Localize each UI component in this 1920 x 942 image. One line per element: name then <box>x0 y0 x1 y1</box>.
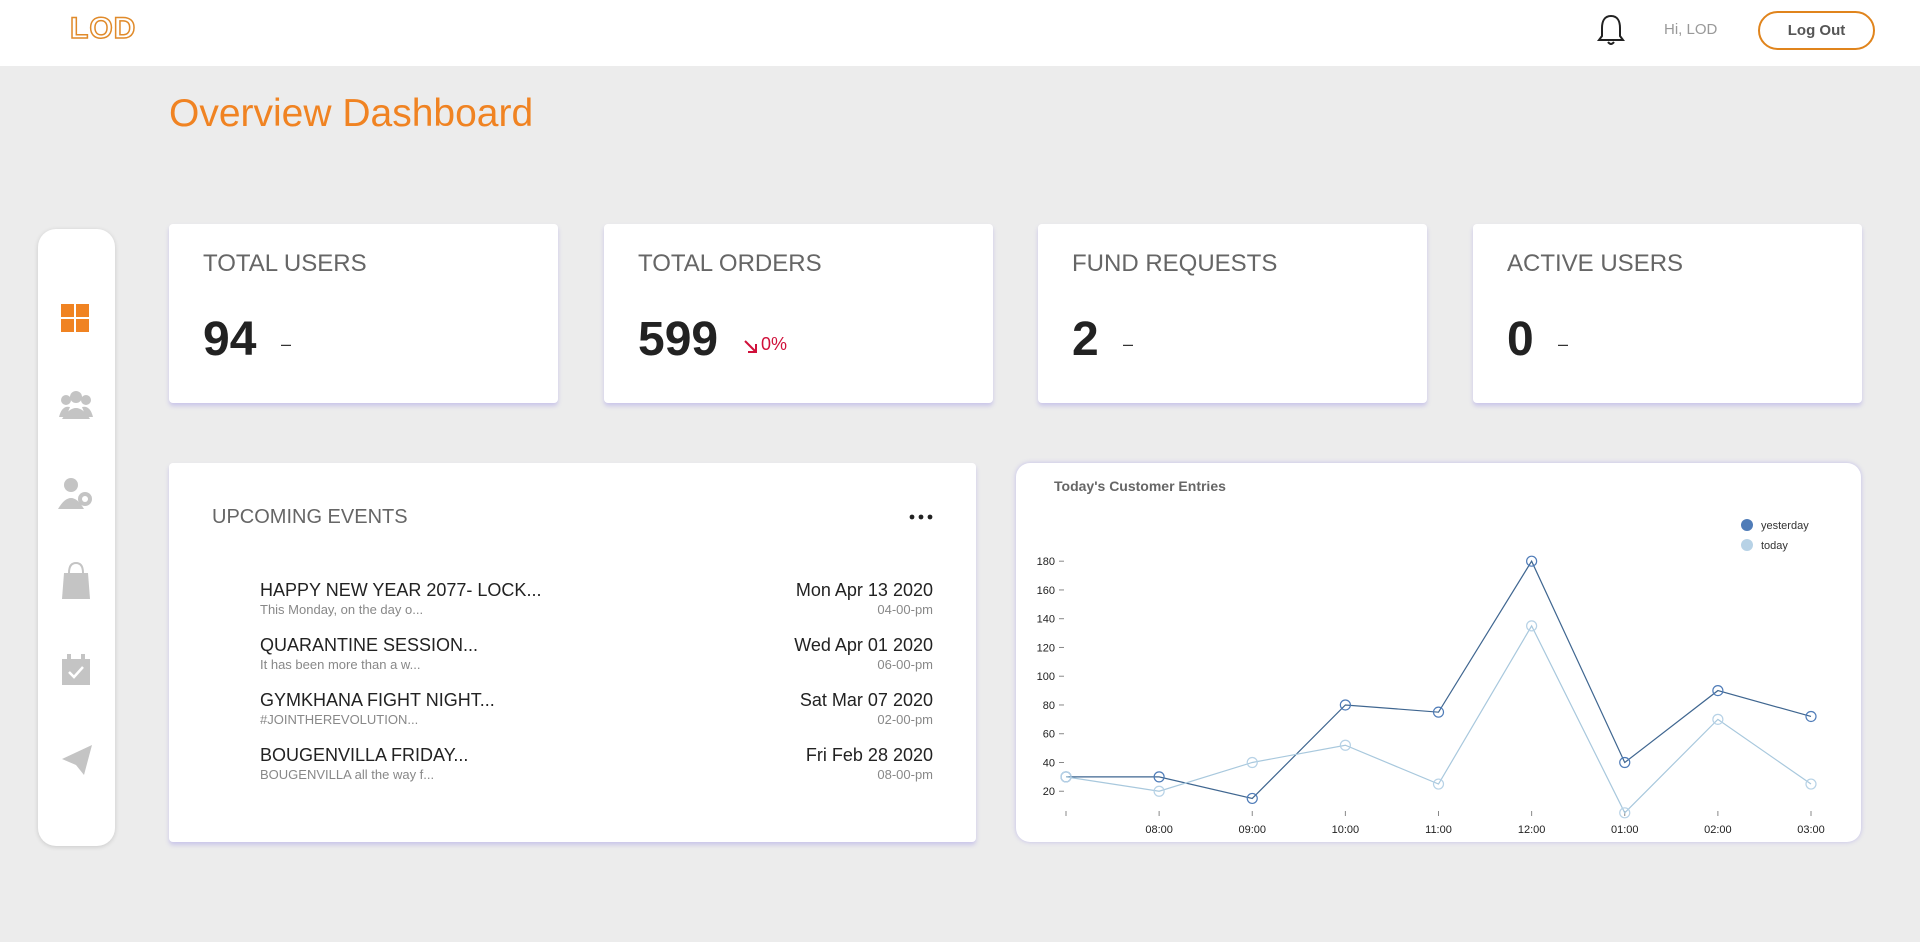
x-tick-label: 01:00 <box>1611 824 1639 836</box>
y-tick-label: 160 <box>1037 585 1055 597</box>
header: LOD Hi, LOD Log Out <box>0 0 1920 66</box>
y-tick-label: 180 <box>1037 556 1055 568</box>
event-time: 08-00-pm <box>877 767 933 782</box>
event-title[interactable]: HAPPY NEW YEAR 2077- LOCK... <box>260 580 542 600</box>
data-point <box>1153 771 1165 783</box>
event-time: 06-00-pm <box>877 657 933 672</box>
data-point <box>1153 785 1165 797</box>
data-point <box>1526 620 1538 632</box>
event-title[interactable]: BOUGENVILLA FRIDAY... <box>260 745 469 765</box>
dashboard-icon[interactable] <box>61 304 89 332</box>
y-tick-label: 80 <box>1043 700 1055 712</box>
legend-label: yesterday <box>1761 520 1809 532</box>
stat-label: TOTAL ORDERS <box>638 250 822 277</box>
bell-icon[interactable] <box>1596 13 1626 47</box>
stat-card: FUND REQUESTS 2 – <box>1038 224 1427 403</box>
event-time: 04-00-pm <box>877 602 933 617</box>
x-tick-label: 10:00 <box>1332 824 1360 836</box>
events-card: UPCOMING EVENTS HAPPY NEW YEAR 2077- LOC… <box>169 463 976 842</box>
stat-label: FUND REQUESTS <box>1072 250 1278 277</box>
stat-value: 2 <box>1072 313 1099 366</box>
event-date: Fri Feb 28 2020 <box>805 745 933 765</box>
event-subtitle: #JOINTHEREVOLUTION... <box>260 712 419 727</box>
event-date: Sat Mar 07 2020 <box>799 690 933 710</box>
orders-icon[interactable] <box>62 561 90 599</box>
logout-button[interactable]: Log Out <box>1758 11 1875 50</box>
event-title[interactable]: QUARANTINE SESSION... <box>260 635 479 655</box>
x-tick-label: 08:00 <box>1145 824 1173 836</box>
more-button[interactable] <box>909 513 933 521</box>
data-point <box>1805 778 1817 790</box>
data-point <box>1339 739 1351 751</box>
sidebar <box>38 229 115 846</box>
stat-card: TOTAL ORDERS 599 0% <box>604 224 993 403</box>
event-title[interactable]: GYMKHANA FIGHT NIGHT... <box>260 690 495 710</box>
legend-marker <box>1741 519 1753 531</box>
y-tick-label: 60 <box>1043 729 1055 741</box>
y-tick-label: 20 <box>1043 786 1055 798</box>
chart-title: Today's Customer Entries <box>1054 478 1226 494</box>
stat-label: ACTIVE USERS <box>1507 250 1684 277</box>
settings-users-icon[interactable] <box>58 478 92 509</box>
data-point <box>1060 771 1072 783</box>
event-subtitle: BOUGENVILLA all the way f... <box>260 767 435 782</box>
data-point <box>1246 792 1258 805</box>
data-point <box>1619 756 1631 769</box>
legend-label: today <box>1761 540 1788 552</box>
y-tick-label: 140 <box>1037 614 1055 626</box>
x-tick-label: 03:00 <box>1797 824 1825 836</box>
event-date: Wed Apr 01 2020 <box>794 635 933 655</box>
trend-down-icon <box>744 340 757 353</box>
stat-label: TOTAL USERS <box>203 250 367 277</box>
page-title: Overview Dashboard <box>169 92 534 135</box>
stat-card: TOTAL USERS 94 – <box>169 224 558 403</box>
data-point <box>1339 699 1351 711</box>
stat-change: – <box>281 334 292 354</box>
data-point <box>1712 713 1724 725</box>
data-point <box>1712 684 1724 697</box>
event-time: 02-00-pm <box>877 712 933 727</box>
x-tick-label: 02:00 <box>1704 824 1732 836</box>
stat-value: 0 <box>1507 313 1534 366</box>
stat-change: – <box>1123 334 1134 354</box>
series-line <box>1065 624 1812 814</box>
data-point <box>1526 555 1538 567</box>
logo[interactable]: LOD <box>69 11 137 46</box>
stat-value: 94 <box>203 313 257 366</box>
event-date: Mon Apr 13 2020 <box>795 580 933 600</box>
stat-change: – <box>1558 334 1569 354</box>
stat-card: ACTIVE USERS 0 – <box>1473 224 1862 403</box>
sidebar-icons <box>58 304 93 775</box>
x-tick-label: 12:00 <box>1518 824 1546 836</box>
x-tick-label: 11:00 <box>1425 824 1452 836</box>
greeting: Hi, LOD <box>1664 21 1718 38</box>
x-tick-label: 09:00 <box>1238 824 1266 836</box>
users-icon[interactable] <box>59 391 93 419</box>
send-icon[interactable] <box>62 745 92 775</box>
data-point <box>1246 756 1258 769</box>
y-tick-label: 40 <box>1043 757 1055 769</box>
event-subtitle: It has been more than a w... <box>260 657 421 672</box>
data-point <box>1432 778 1445 790</box>
events-title: UPCOMING EVENTS <box>212 506 408 528</box>
event-subtitle: This Monday, on the day o... <box>260 602 424 617</box>
y-tick-label: 120 <box>1037 642 1055 654</box>
events-icon[interactable] <box>62 654 90 685</box>
series-line <box>1066 559 1812 800</box>
y-tick-label: 100 <box>1037 671 1055 683</box>
stat-change: 0% <box>761 334 788 354</box>
legend-marker <box>1741 539 1753 551</box>
data-point <box>1619 807 1631 819</box>
stat-value: 599 <box>638 313 719 366</box>
data-point <box>1432 706 1445 718</box>
data-point <box>1805 710 1817 723</box>
